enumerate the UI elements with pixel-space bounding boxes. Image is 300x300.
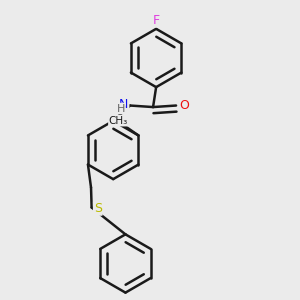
- Text: N: N: [119, 98, 128, 111]
- Text: O: O: [180, 99, 190, 112]
- Text: F: F: [153, 14, 160, 27]
- Text: H: H: [117, 103, 125, 114]
- Text: CH₃: CH₃: [109, 116, 128, 126]
- Text: S: S: [94, 202, 102, 215]
